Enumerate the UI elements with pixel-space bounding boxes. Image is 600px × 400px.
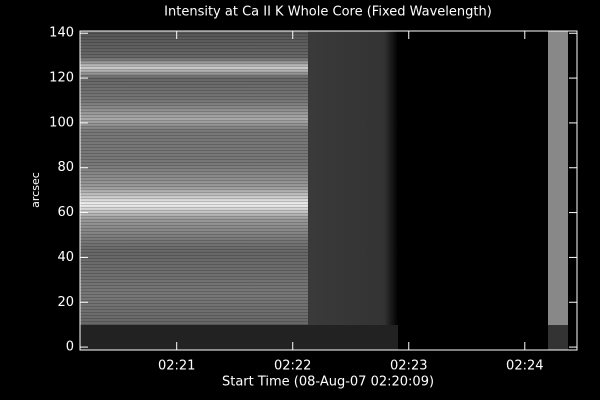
image-region — [548, 325, 568, 350]
x-axis-label: Start Time (08-Aug-07 02:20:09) — [222, 375, 434, 390]
image-region — [80, 325, 398, 350]
x-tick-label: 02:21 — [158, 359, 195, 374]
image-texture — [80, 31, 308, 325]
y-tick-label: 120 — [49, 71, 74, 86]
y-tick-label: 20 — [57, 295, 74, 310]
image — [80, 31, 568, 350]
chart-title: Intensity at Ca II K Whole Core (Fixed W… — [164, 5, 492, 20]
y-tick-label: 140 — [49, 26, 74, 41]
plot-frame — [79, 30, 578, 351]
y-tick-label: 40 — [57, 250, 74, 265]
x-tick-label: 02:23 — [390, 359, 427, 374]
image-region — [548, 31, 568, 325]
y-tick-label: 80 — [57, 160, 74, 175]
y-tick-label: 0 — [66, 340, 74, 355]
image-region — [308, 31, 398, 325]
x-tick-label: 02:22 — [274, 359, 311, 374]
y-tick-label: 60 — [57, 205, 74, 220]
y-tick-label: 100 — [49, 115, 74, 130]
y-axis-label: arcsec — [29, 172, 42, 208]
x-tick-label: 02:24 — [506, 359, 543, 374]
